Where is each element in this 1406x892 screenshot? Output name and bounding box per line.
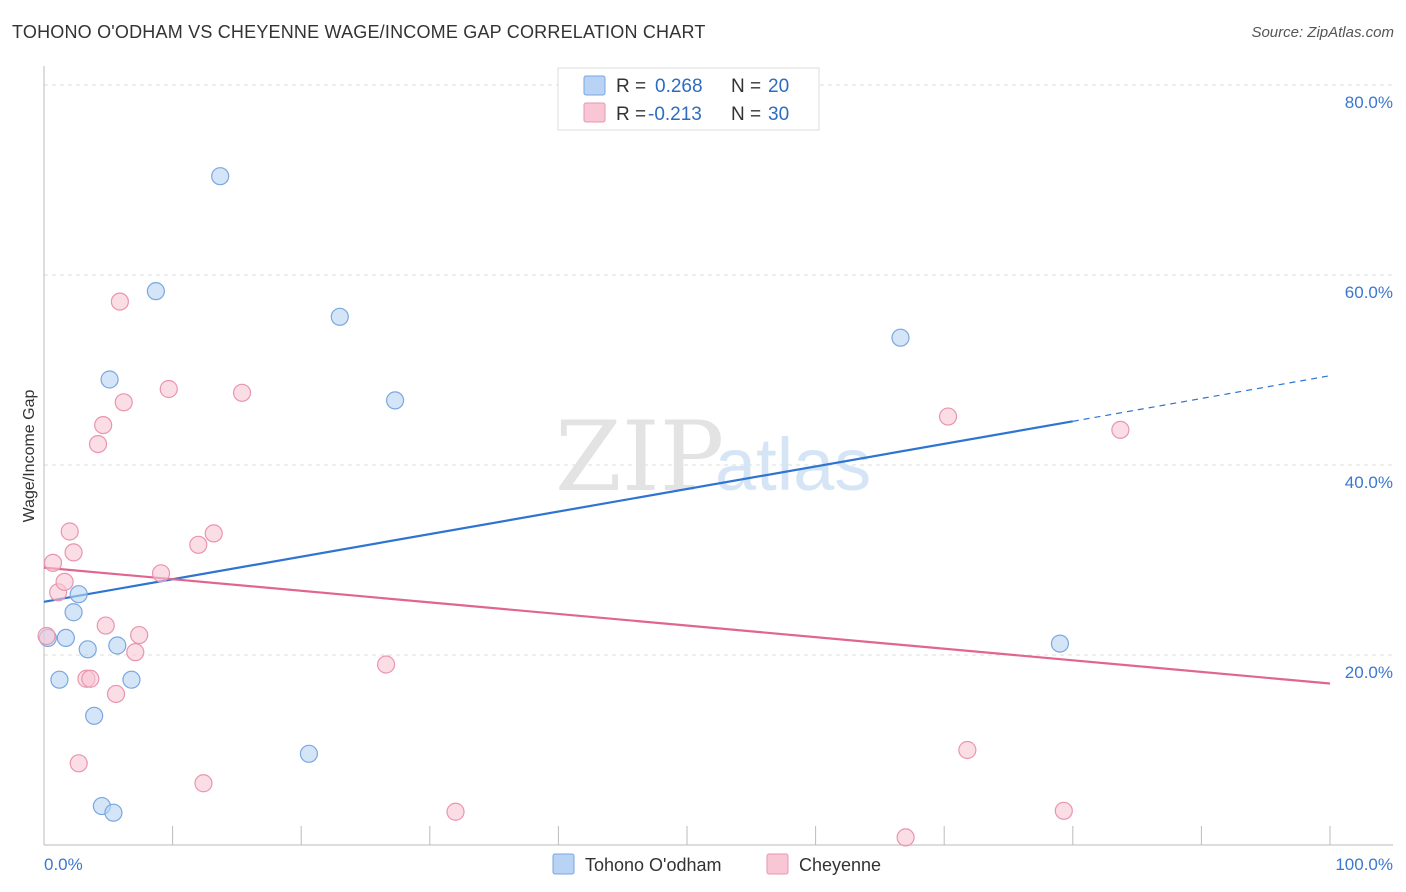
correlation-legend: R = 0.268 N = 20 R = -0.213 N = 30 (557, 67, 820, 131)
cheyenne-point-13 (110, 292, 129, 311)
legend-n-label-2: N = (731, 104, 761, 125)
tohono-point-16 (385, 391, 405, 410)
trend-line-1 (43, 566, 1331, 685)
cheyenne-point-20 (194, 774, 213, 793)
cheyenne-point-16 (130, 625, 149, 645)
series-legend-label-cheyenne: Cheyenne (799, 855, 881, 875)
series-legend-swatch-cheyenne (766, 853, 789, 875)
cheyenne-point-8 (81, 669, 100, 688)
cheyenne-point-26 (938, 407, 958, 426)
cheyenne-point-28 (1054, 801, 1073, 820)
series-legend-swatch-tohono (552, 853, 575, 875)
y-tick-label-40: 40.0% (1345, 473, 1393, 492)
y-tick-label-60: 60.0% (1345, 283, 1393, 302)
cheyenne-point-1 (43, 553, 63, 572)
watermark-atlas: atlas (715, 423, 871, 506)
trend-line-extension-0 (1072, 375, 1331, 422)
legend-swatch-tohono (583, 75, 606, 96)
cheyenne-point-24 (446, 802, 465, 821)
cheyenne-point-17 (151, 564, 171, 583)
tohono-point-8 (100, 370, 119, 389)
cheyenne-point-25 (896, 828, 915, 847)
trend-line-0 (43, 420, 1073, 603)
cheyenne-point-9 (88, 435, 108, 454)
chart-source: Source: ZipAtlas.com (1251, 24, 1394, 41)
legend-r-value-1: 0.268 (655, 76, 703, 97)
cheyenne-point-6 (69, 754, 88, 773)
x-tick-label-min: 0.0% (44, 855, 83, 874)
legend-r-value-2: -0.213 (648, 104, 702, 125)
cheyenne-point-18 (159, 379, 178, 399)
cheyenne-point-21 (204, 524, 223, 543)
tohono-point-6 (85, 706, 104, 725)
x-axis-ticks (43, 826, 1331, 845)
tohono-point-11 (122, 670, 141, 689)
tohono-point-2 (56, 628, 75, 648)
y-tick-label-20: 20.0% (1345, 663, 1393, 682)
watermark-zip: ZIP (555, 401, 724, 513)
tohono-point-3 (64, 603, 83, 622)
cheyenne-point-22 (232, 383, 252, 402)
cheyenne-point-3 (55, 572, 74, 591)
legend-swatch-cheyenne (583, 102, 606, 123)
y-axis-label: Wage/Income Gap (21, 390, 38, 523)
tohono-point-15 (330, 307, 349, 326)
cheyenne-point-14 (114, 393, 133, 412)
legend-r-label-2: R = (616, 104, 646, 125)
tohono-point-14 (299, 744, 319, 763)
cheyenne-point-5 (64, 543, 83, 562)
gridlines (44, 84, 1393, 656)
y-tick-label-80: 80.0% (1345, 93, 1393, 112)
tohono-point-4 (69, 585, 88, 604)
series-legend-label-tohono: Tohono O'odham (585, 855, 722, 875)
cheyenne-point-15 (126, 643, 145, 662)
x-tick-label-max: 100.0% (1335, 855, 1393, 874)
cheyenne-point-12 (106, 684, 126, 704)
legend-r-label-1: R = (616, 76, 646, 97)
tohono-point-1 (50, 670, 69, 689)
tohono-point-9 (104, 803, 123, 822)
chart-title: TOHONO O'ODHAM VS CHEYENNE WAGE/INCOME G… (12, 22, 706, 42)
cheyenne-point-23 (376, 655, 396, 674)
cheyenne-point-27 (958, 740, 977, 760)
legend-n-value-1: 20 (768, 76, 789, 97)
cheyenne-point-19 (189, 535, 208, 554)
tohono-point-18 (1050, 634, 1070, 653)
cheyenne-point-4 (60, 522, 79, 541)
cheyenne-point-10 (94, 416, 113, 435)
trend-lines (43, 375, 1331, 685)
data-points (37, 167, 1130, 847)
tohono-point-5 (78, 640, 97, 659)
tohono-point-12 (146, 282, 165, 301)
tohono-point-13 (211, 167, 230, 186)
legend-n-label-1: N = (731, 76, 761, 97)
cheyenne-point-0 (37, 626, 56, 646)
series-legend: Tohono O'odham Cheyenne (552, 853, 881, 875)
cheyenne-point-11 (96, 616, 115, 635)
tohono-point-10 (108, 636, 127, 655)
tohono-point-17 (891, 328, 910, 347)
cheyenne-point-29 (1111, 420, 1130, 439)
legend-n-value-2: 30 (768, 104, 789, 125)
y-tick-labels: 20.0% 40.0% 60.0% 80.0% (1345, 93, 1393, 682)
watermark: ZIP atlas (555, 401, 871, 513)
